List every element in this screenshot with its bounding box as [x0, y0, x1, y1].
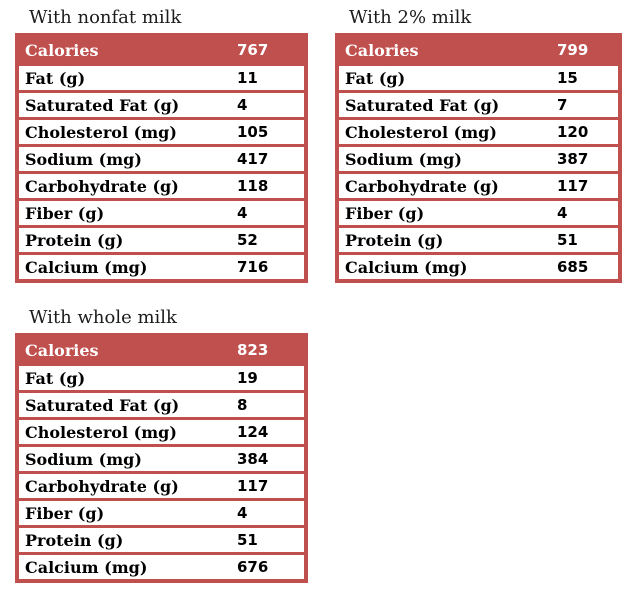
- table-row: Sodium (mg) 417: [19, 144, 304, 171]
- table-row: Fat (g) 11: [19, 63, 304, 90]
- nutrition-panel-whole-milk: With whole milk Calories 823 Fat (g) 19 …: [15, 306, 308, 583]
- table-title: With nonfat milk: [29, 7, 182, 28]
- nutrition-table: Calories 799 Fat (g) 15 Saturated Fat (g…: [335, 33, 622, 283]
- row-label: Saturated Fat (g): [25, 395, 180, 415]
- table-row: Saturated Fat (g) 7: [339, 90, 618, 117]
- row-value: 417: [237, 150, 269, 168]
- table-row: Saturated Fat (g) 4: [19, 90, 304, 117]
- row-label: Fat (g): [345, 68, 406, 88]
- row-label: Calories: [25, 40, 99, 60]
- row-label: Calcium (mg): [345, 257, 468, 277]
- row-label: Sodium (mg): [345, 149, 462, 169]
- table-row: Fat (g) 15: [339, 63, 618, 90]
- row-label: Carbohydrate (g): [25, 476, 179, 496]
- row-label: Cholesterol (mg): [25, 122, 177, 142]
- calories-header-row: Calories 823: [19, 337, 304, 363]
- row-label: Fat (g): [25, 68, 86, 88]
- row-label: Calcium (mg): [25, 257, 148, 277]
- nutrition-table: Calories 767 Fat (g) 11 Saturated Fat (g…: [15, 33, 308, 283]
- row-value: 4: [237, 504, 248, 522]
- row-label: Saturated Fat (g): [25, 95, 180, 115]
- row-value: 19: [237, 369, 258, 387]
- row-value: 8: [237, 396, 248, 414]
- row-value: 4: [557, 204, 568, 222]
- row-value: 117: [237, 477, 269, 495]
- row-label: Calories: [25, 340, 99, 360]
- row-value: 4: [237, 204, 248, 222]
- row-label: Fiber (g): [25, 503, 105, 523]
- table-row: Fat (g) 19: [19, 363, 304, 390]
- calories-header-row: Calories 799: [339, 37, 618, 63]
- row-value: 11: [237, 69, 258, 87]
- row-label: Calories: [345, 40, 419, 60]
- row-label: Calcium (mg): [25, 557, 148, 577]
- row-value: 716: [237, 258, 269, 276]
- calories-header-row: Calories 767: [19, 37, 304, 63]
- row-label: Sodium (mg): [25, 449, 142, 469]
- table-row: Saturated Fat (g) 8: [19, 390, 304, 417]
- row-value: 120: [557, 123, 589, 141]
- row-value: 52: [237, 231, 258, 249]
- row-label: Cholesterol (mg): [345, 122, 497, 142]
- table-row: Cholesterol (mg) 105: [19, 117, 304, 144]
- row-label: Fiber (g): [345, 203, 425, 223]
- row-value: 676: [237, 558, 269, 576]
- table-row: Carbohydrate (g) 118: [19, 171, 304, 198]
- table-row: Fiber (g) 4: [19, 498, 304, 525]
- table-row: Carbohydrate (g) 117: [339, 171, 618, 198]
- table-row: Fiber (g) 4: [19, 198, 304, 225]
- row-value: 124: [237, 423, 269, 441]
- row-value: 4: [237, 96, 248, 114]
- row-label: Protein (g): [25, 530, 124, 550]
- row-label: Carbohydrate (g): [345, 176, 499, 196]
- table-row: Sodium (mg) 384: [19, 444, 304, 471]
- table-row: Sodium (mg) 387: [339, 144, 618, 171]
- row-value: 15: [557, 69, 578, 87]
- row-value: 384: [237, 450, 269, 468]
- row-label: Sodium (mg): [25, 149, 142, 169]
- row-value: 118: [237, 177, 269, 195]
- row-label: Saturated Fat (g): [345, 95, 500, 115]
- nutrition-panel-nonfat-milk: With nonfat milk Calories 767 Fat (g) 11…: [15, 6, 308, 283]
- row-label: Carbohydrate (g): [25, 176, 179, 196]
- row-label: Cholesterol (mg): [25, 422, 177, 442]
- nutrition-table: Calories 823 Fat (g) 19 Saturated Fat (g…: [15, 333, 308, 583]
- row-value: 105: [237, 123, 269, 141]
- row-value: 799: [557, 41, 589, 59]
- table-row: Cholesterol (mg) 120: [339, 117, 618, 144]
- row-label: Fat (g): [25, 368, 86, 388]
- row-value: 823: [237, 341, 269, 359]
- nutrition-panel-2-percent-milk: With 2% milk Calories 799 Fat (g) 15 Sat…: [335, 6, 622, 283]
- table-row: Calcium (mg) 676: [19, 552, 304, 579]
- row-value: 51: [237, 531, 258, 549]
- table-row: Cholesterol (mg) 124: [19, 417, 304, 444]
- table-title: With 2% milk: [349, 7, 472, 28]
- row-label: Protein (g): [345, 230, 444, 250]
- row-value: 685: [557, 258, 589, 276]
- table-row: Protein (g) 51: [19, 525, 304, 552]
- row-value: 387: [557, 150, 589, 168]
- table-title: With whole milk: [29, 307, 177, 328]
- row-value: 7: [557, 96, 568, 114]
- row-value: 117: [557, 177, 589, 195]
- table-row: Fiber (g) 4: [339, 198, 618, 225]
- table-row: Calcium (mg) 716: [19, 252, 304, 279]
- row-label: Protein (g): [25, 230, 124, 250]
- table-row: Carbohydrate (g) 117: [19, 471, 304, 498]
- row-value: 767: [237, 41, 269, 59]
- table-row: Calcium (mg) 685: [339, 252, 618, 279]
- row-value: 51: [557, 231, 578, 249]
- table-row: Protein (g) 52: [19, 225, 304, 252]
- table-row: Protein (g) 51: [339, 225, 618, 252]
- row-label: Fiber (g): [25, 203, 105, 223]
